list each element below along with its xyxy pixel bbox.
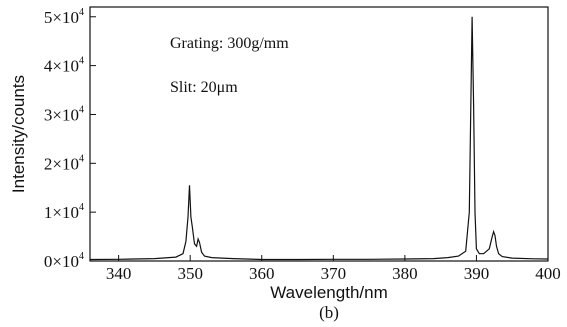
y-tick-label: 3×104 xyxy=(44,104,84,124)
figure-caption: (b) xyxy=(319,303,339,322)
y-tick-label: 0×104 xyxy=(44,251,84,271)
annotation-slit: Slit: 20μm xyxy=(170,79,238,96)
x-tick-labels: 340 350 360 370 380 390 400 xyxy=(106,264,561,283)
annotation-grating: Grating: 300g/mm xyxy=(170,35,289,52)
x-tick-label: 340 xyxy=(106,264,132,283)
x-axis-label: Wavelength/nm xyxy=(270,283,387,302)
plot-frame xyxy=(89,6,549,262)
x-tick-label: 350 xyxy=(177,264,203,283)
x-tick-label: 360 xyxy=(249,264,275,283)
y-tick-label: 5×104 xyxy=(44,7,84,27)
x-tick-label: 390 xyxy=(464,264,490,283)
x-tick-label: 400 xyxy=(535,264,561,283)
spectrum-line xyxy=(89,16,549,261)
y-axis-label: Intensity/counts xyxy=(9,75,28,193)
y-tick-label: 4×104 xyxy=(44,56,84,76)
y-tick-label: 1×104 xyxy=(44,202,84,222)
x-tick-label: 380 xyxy=(392,264,418,283)
y-tick-labels: 0×104 1×104 2×104 3×104 4×104 5×104 xyxy=(44,7,84,271)
y-tick-label: 2×104 xyxy=(44,153,84,173)
axis-ticks xyxy=(90,16,549,262)
x-tick-label: 370 xyxy=(321,264,347,283)
